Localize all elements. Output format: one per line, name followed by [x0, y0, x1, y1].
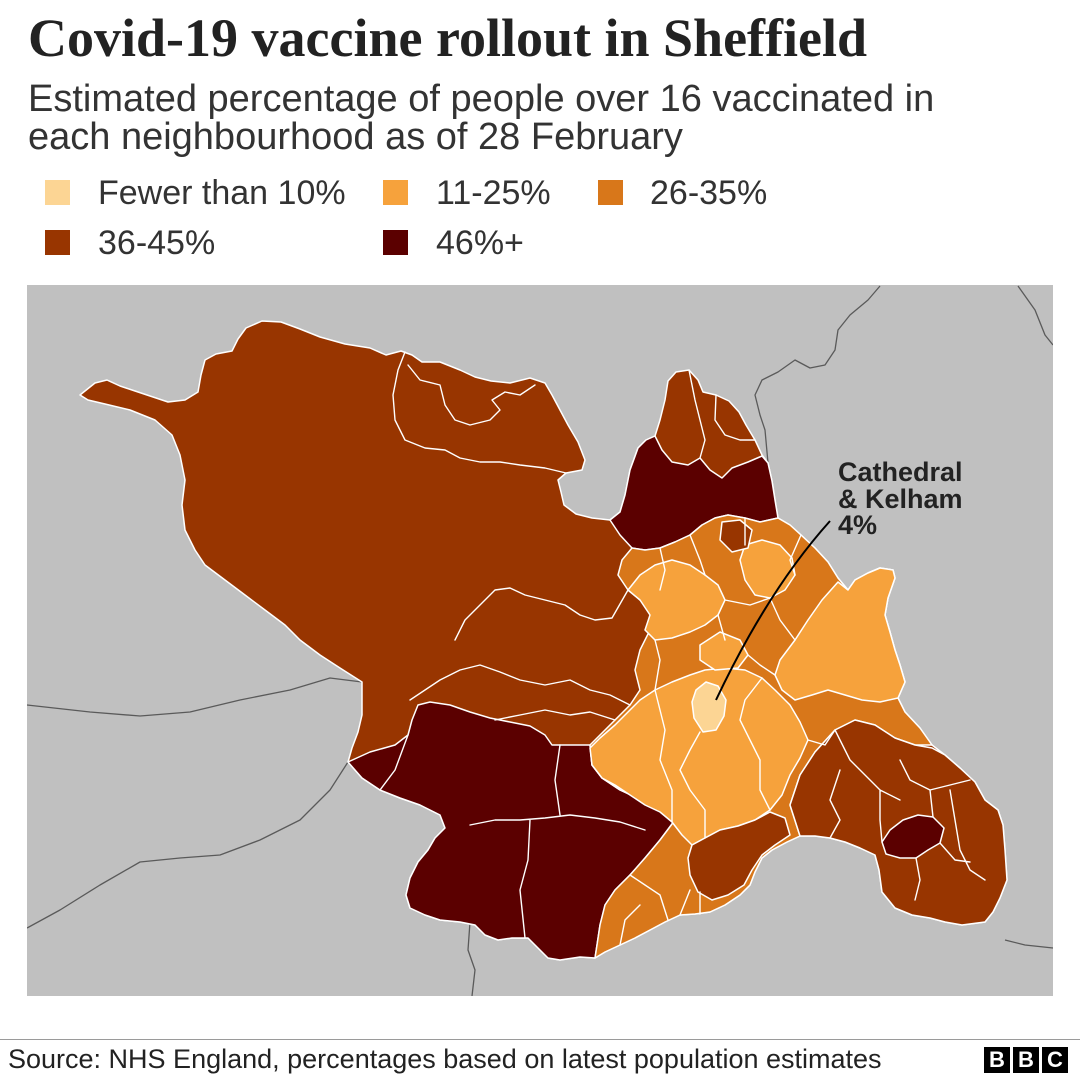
legend-swatch: [383, 180, 408, 205]
sheffield-map: [27, 285, 1053, 996]
neighbourhood-area: [881, 814, 945, 859]
logo-letter: B: [1013, 1047, 1039, 1073]
subtitle-line-1: Estimated percentage of people over 16 v…: [28, 78, 935, 120]
neighbourhood-area: [719, 519, 753, 553]
annotation-label: Cathedral & Kelham 4%: [838, 459, 963, 539]
chart-subtitle: Estimated percentage of people over 16 v…: [28, 80, 934, 156]
source-note: Source: NHS England, percentages based o…: [8, 1044, 882, 1074]
annotation-line-1: Cathedral: [838, 457, 963, 487]
annotation-value: 4%: [838, 510, 878, 540]
cathedral-kelham-area: [691, 681, 727, 733]
chart-title: Covid-19 vaccine rollout in Sheffield: [28, 8, 868, 68]
neighbouring-boundaries: [27, 285, 1053, 996]
neighbourhood-area: [789, 719, 1008, 926]
logo-letter: B: [984, 1047, 1010, 1073]
legend-label: 26-35%: [650, 174, 768, 212]
neighbourhood-area: [774, 567, 906, 703]
legend-swatch: [45, 180, 70, 205]
neighbourhood-area: [687, 811, 791, 901]
annotation-pointer: [715, 520, 831, 701]
logo-letter: C: [1042, 1047, 1068, 1073]
neighbourhood-boundaries: [379, 351, 986, 946]
legend-swatch: [45, 230, 70, 255]
legend-label: 46%+: [436, 224, 524, 262]
annotation-line-2: & Kelham: [838, 483, 963, 514]
legend-label: 36-45%: [98, 224, 216, 262]
legend-swatch: [598, 180, 623, 205]
legend-label: 11-25%: [436, 174, 551, 212]
legend-swatch: [383, 230, 408, 255]
subtitle-line-2: each neighbourhood as of 28 February: [28, 116, 683, 158]
footer-divider: [0, 1039, 1080, 1040]
legend-label: Fewer than 10%: [98, 174, 346, 212]
